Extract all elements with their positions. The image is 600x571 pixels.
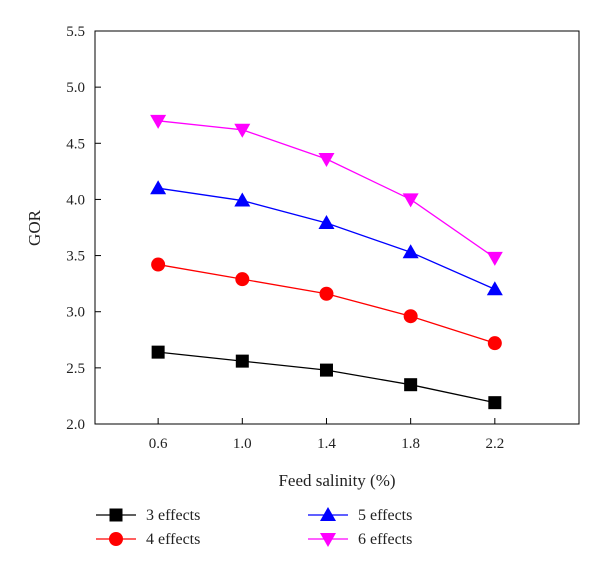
legend-marker [109,508,123,522]
x-tick-label: 1.8 [401,436,420,452]
legend-label: 6 effects [358,531,412,548]
series-line-6-effects [158,120,496,259]
y-tick-label: 4.0 [66,192,85,208]
data-point [151,257,166,272]
data-point [235,354,249,368]
legend-item-4-effects: 4 effects [96,531,200,548]
data-point [488,396,502,410]
axes: 2.0 2.5 3.0 3.5 4.0 4.5 5.0 5.5 0.6 1.0 1.4 1.8 2.2 [66,24,580,452]
series-line-5-effects [158,187,496,290]
data-point [235,272,250,287]
legend-item-5-effects: 5 effects [308,507,412,524]
legend-label: 4 effects [146,531,200,548]
series-5-effects [150,180,503,296]
y-tick-label: 2.5 [66,361,85,377]
legend-item-3-effects: 3 effects [96,507,200,524]
series-layer [150,114,503,410]
y-tick-label: 3.5 [66,249,85,265]
y-tick-label: 3.0 [66,305,85,321]
data-point [234,192,251,207]
y-tick-label: 5.0 [66,80,85,96]
legend: 3 effects 4 effects 5 effects 6 effects [96,507,412,548]
y-tick-label: 5.5 [66,24,85,40]
y-axis-title: GOR [25,209,44,246]
data-point [487,336,502,351]
x-tick-label: 1.0 [233,436,252,452]
series-line-4-effects [158,263,496,344]
series-3-effects [151,345,502,410]
series-4-effects [151,257,502,351]
x-tick-label: 1.4 [317,436,336,452]
data-point [402,193,419,208]
plot-frame [94,30,580,425]
x-axis-title: Feed salinity (%) [278,471,395,490]
series-line-3-effects [158,351,495,404]
legend-marker [109,532,123,546]
legend-label: 5 effects [358,507,412,524]
data-point [150,180,167,195]
x-tick-label: 0.6 [149,436,168,452]
data-point [318,215,335,230]
data-point [318,153,335,168]
legend-marker [320,533,336,547]
data-point [404,378,418,392]
data-point [234,123,251,138]
legend-marker [320,507,336,521]
data-point [319,286,334,301]
data-point [150,114,167,129]
series-6-effects [150,114,503,266]
y-tick-label: 2.0 [66,417,85,433]
data-point [486,251,503,266]
y-tick-label: 4.5 [66,136,85,152]
legend-label: 3 effects [146,507,200,524]
data-point [403,309,418,324]
data-point [402,244,419,259]
data-point [486,281,503,296]
x-tick-label: 2.2 [485,436,504,452]
data-point [319,363,333,377]
legend-item-6-effects: 6 effects [308,531,412,548]
data-point [151,345,165,359]
